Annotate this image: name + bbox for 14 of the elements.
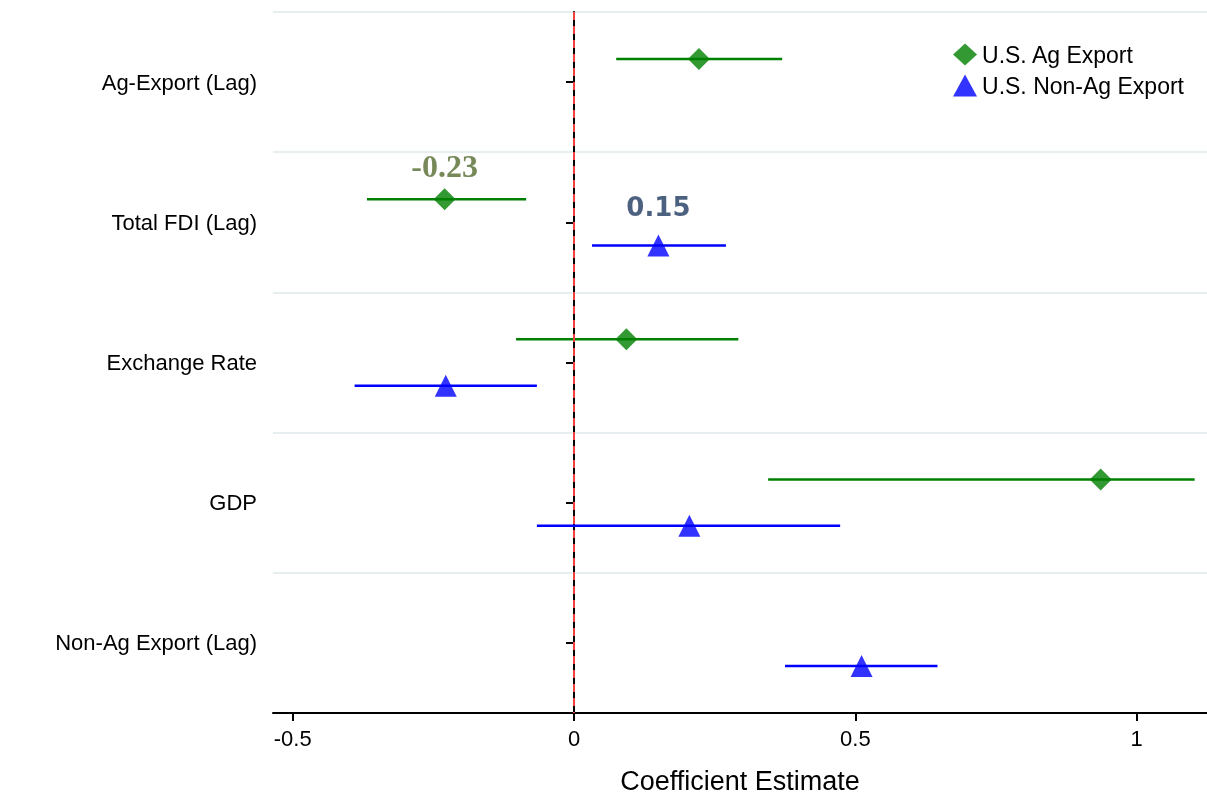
legend-label: U.S. Non-Ag Export xyxy=(982,72,1185,99)
x-tick-label: 0 xyxy=(567,725,581,751)
y-tick-label: Ag-Export (Lag) xyxy=(101,69,257,95)
x-tick-label: 1 xyxy=(1130,725,1143,751)
y-tick-label: GDP xyxy=(209,490,257,516)
x-tick-label: -0.5 xyxy=(273,725,312,751)
data-label: -0.23 xyxy=(411,148,478,185)
legend-label: U.S. Ag Export xyxy=(982,41,1134,68)
data-label: 0.15 xyxy=(626,192,691,223)
y-tick-label: Non-Ag Export (Lag) xyxy=(55,630,257,656)
x-axis-title: Coefficient Estimate xyxy=(620,765,860,796)
x-tick-label: 0.5 xyxy=(840,725,871,751)
y-tick-label: Exchange Rate xyxy=(106,350,257,375)
y-tick-label: Total FDI (Lag) xyxy=(111,209,257,235)
